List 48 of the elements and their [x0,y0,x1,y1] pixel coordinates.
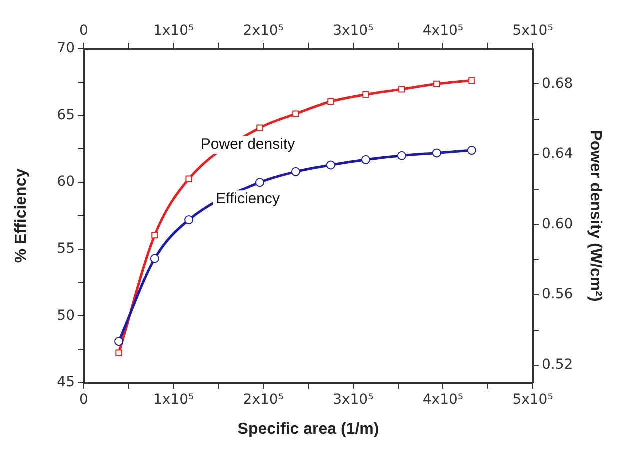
y-tick-label: 70 [57,40,75,57]
x-tick-label: 3x10⁵ [333,392,374,408]
point [434,80,440,88]
point [398,86,406,93]
y2-axis-title: Power density (W/cm²) [586,130,604,302]
point [397,151,406,160]
y-tick-label: 65 [57,107,75,124]
point [328,98,334,106]
x-tick-label: 2x10⁵ [243,392,284,408]
point [468,77,476,84]
x2-tick-label: 1x10⁵ [153,23,194,40]
x2-tick-label: 4x10⁵ [422,23,464,40]
point [361,155,370,164]
x-axis-title: Specific area (1/m) [238,420,380,438]
y-tick-label: 50 [57,308,75,324]
point [256,124,264,132]
x2-tick-label: 2x10⁵ [243,23,284,40]
point [326,160,336,170]
y-tick-label: 45 [57,374,75,391]
x-tick-label: 4x10⁵ [422,392,464,408]
x2-tick-label: 5x10⁵ [512,23,554,40]
y2-tick-label: 0.56 [542,286,574,303]
series-label: Power density [200,136,296,154]
point [362,91,370,98]
point [116,350,122,356]
point [291,167,300,176]
x2-tick-label: 0 [80,23,88,40]
y2-tick-label: 0.52 [542,357,574,374]
x2-tick-label: 3x10⁵ [333,23,374,40]
y2-tick-label: 0.60 [542,216,574,232]
y2-tick-label: 0.68 [542,76,574,92]
point [150,254,160,264]
point [256,178,265,188]
y-axis-title: % Efficiency [13,168,30,264]
point [467,146,476,156]
point [292,110,300,118]
point [432,148,442,158]
y-tick-label: 55 [57,241,75,258]
y-tick-label: 60 [57,174,75,190]
point [114,337,124,346]
point [152,232,158,239]
series-label: Efficiency [216,190,280,208]
x-tick-label: 0 [80,392,88,408]
point [186,176,192,182]
x-tick-label: 1x10⁵ [153,392,194,408]
y2-tick-label: 0.64 [542,146,574,162]
point [184,216,194,225]
x-tick-label: 5x10⁵ [512,392,554,408]
